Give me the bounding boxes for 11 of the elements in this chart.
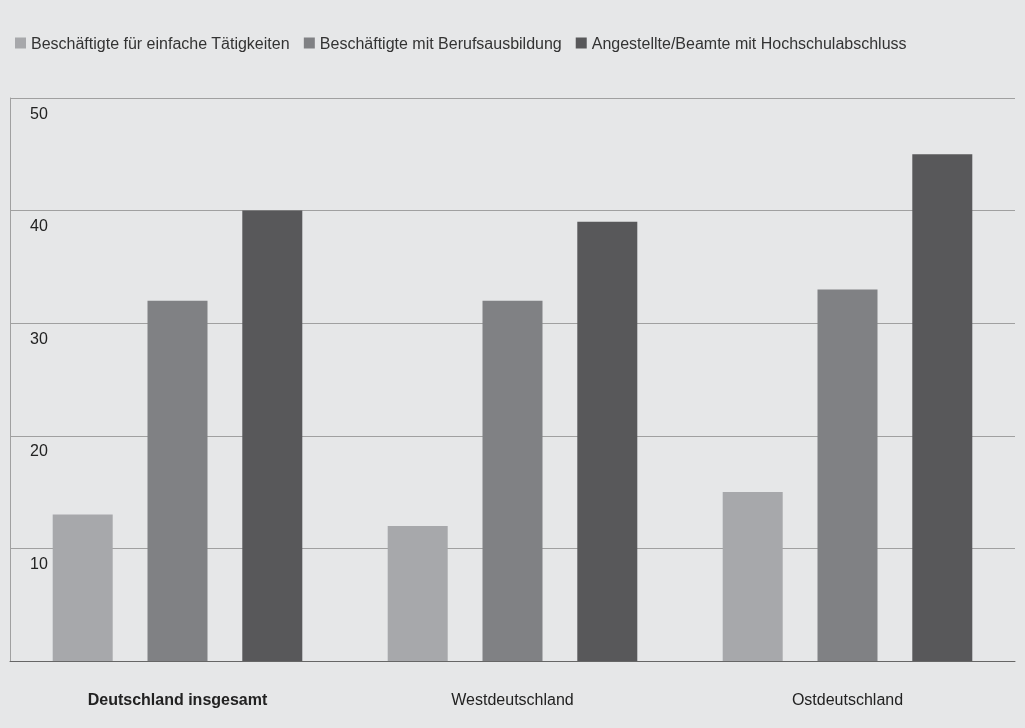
y-tick-label: 20 (30, 442, 48, 460)
x-tick-label: Deutschland insgesamt (87, 690, 268, 708)
legend-label: Beschäftigte für einfache Tätigkeiten (31, 34, 290, 52)
y-tick-label: 50 (30, 104, 48, 122)
y-tick-label: 10 (30, 554, 48, 572)
legend-label: Beschäftigte mit Berufsausbildung (319, 34, 562, 52)
x-tick-label: Westdeutschland (451, 690, 574, 708)
x-tick-label: Ostdeutschland (791, 690, 904, 708)
legend-label: Angestellte/Beamte mit Hochschulabschluss (591, 34, 907, 52)
y-tick-label: 30 (30, 329, 48, 347)
y-tick-label: 40 (30, 217, 48, 235)
